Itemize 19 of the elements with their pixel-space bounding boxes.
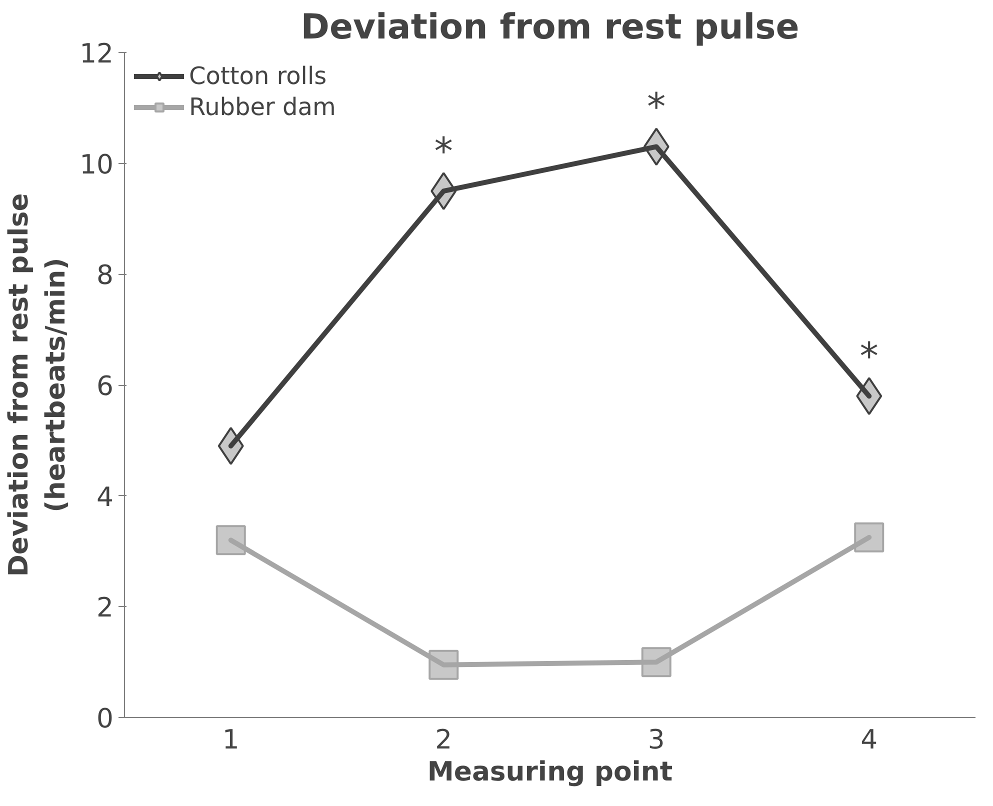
y-tick-label: 0 [96, 704, 114, 734]
x-tick-label: 1 [222, 724, 240, 756]
y-tick-label: 2 [96, 592, 114, 624]
chart-title: Deviation from rest pulse [300, 8, 800, 48]
annotation: * [647, 84, 666, 129]
y-tick-label: 12 [80, 38, 114, 70]
x-tick-label: 3 [648, 724, 665, 756]
y-axis-title: Deviation from rest pulse (heartbeats/min) [3, 193, 72, 577]
x-tick-label: 2 [435, 724, 452, 756]
y-tick-label: 8 [96, 260, 114, 292]
annotation: * [860, 334, 878, 378]
y-tick-label: 10 [80, 149, 114, 180]
x-axis-title: Measuring point [427, 756, 673, 788]
x-tick-label: 4 [860, 724, 878, 756]
y-tick-label: 6 [96, 371, 114, 402]
y-tick-label: 4 [96, 482, 114, 513]
legend-label: Cotton rolls [189, 62, 327, 90]
legend-label: Rubber dam [189, 93, 336, 121]
annotation: * [434, 129, 453, 174]
